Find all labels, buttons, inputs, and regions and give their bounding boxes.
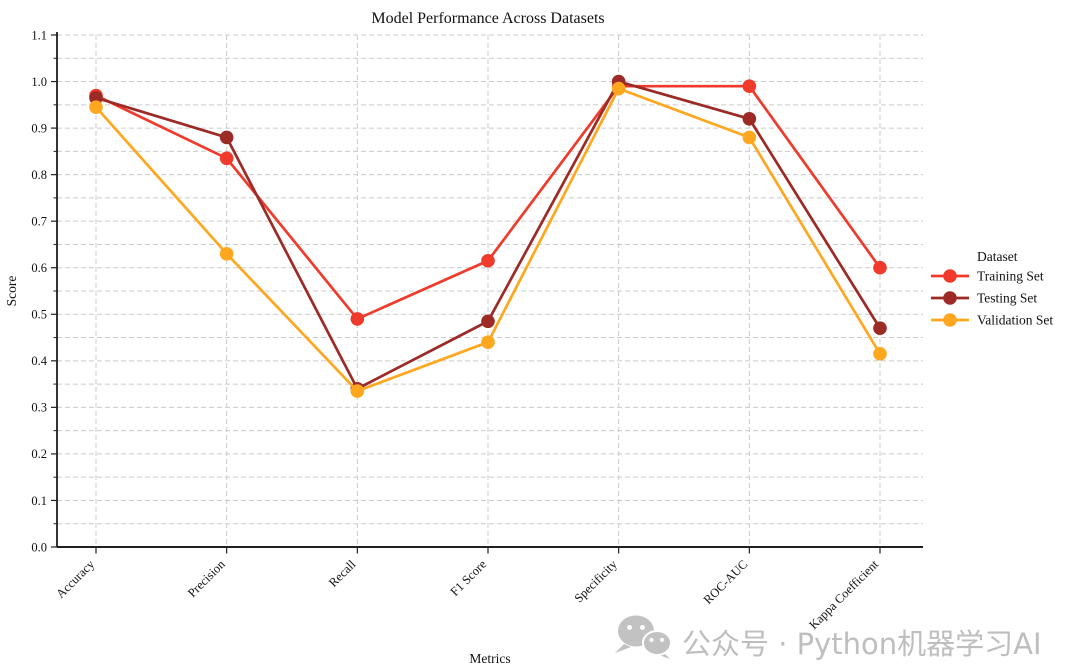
watermark: 公众号 · Python机器学习AI	[615, 615, 1042, 661]
y-tick-label: 0.2	[31, 447, 47, 461]
data-point-training-set	[873, 260, 887, 275]
watermark-text: 公众号 · Python机器学习AI	[682, 627, 1042, 661]
legend-title: Dataset	[977, 249, 1018, 264]
data-point-validation-set	[481, 335, 495, 350]
x-tick-label: Specificity	[572, 557, 621, 606]
data-point-training-set	[742, 79, 757, 93]
legend-swatch-marker	[943, 291, 957, 305]
data-point-validation-set	[611, 81, 626, 96]
legend-item: Training Set	[931, 269, 1044, 284]
wechat-icon	[615, 615, 672, 659]
data-point-validation-set	[873, 347, 887, 361]
data-series	[89, 74, 887, 398]
data-point-testing-set	[219, 130, 234, 145]
legend-item: Testing Set	[931, 291, 1037, 306]
x-tick-labels: Accuracy Precision Recall F1 Score Specifici…	[53, 557, 881, 632]
y-tick-label: 0.6	[31, 261, 47, 275]
legend-item-label: Training Set	[977, 269, 1044, 284]
x-tick-label: Kappa Coefficient	[806, 557, 881, 632]
legend-items: Training Set Testing Set Validation Set	[931, 269, 1053, 328]
y-tick-label: 0.9	[31, 121, 47, 135]
y-tick-label: 0.7	[31, 214, 47, 228]
y-tick-labels: 0.0 0.1 0.2 0.3 0.4 0.5 0.6 0.7 0.8 0.9 1.0 1.1	[31, 28, 47, 554]
x-tick-label: ROC-AUC	[701, 557, 751, 607]
x-tick-label: Recall	[326, 557, 359, 590]
x-axis-title: Metrics	[469, 651, 510, 666]
y-tick-label: 1.1	[31, 28, 47, 42]
y-tick-label: 0.8	[31, 168, 47, 182]
legend-swatch-marker	[943, 269, 957, 283]
y-tick-label: 0.0	[31, 540, 47, 554]
data-point-training-set	[350, 312, 365, 326]
data-point-training-set	[481, 253, 495, 268]
y-tick-label: 0.1	[31, 494, 47, 508]
x-tick-label: Accuracy	[53, 557, 97, 601]
data-point-testing-set	[873, 321, 887, 336]
y-tick-label: 1.0	[31, 75, 47, 89]
data-point-validation-set	[219, 246, 234, 261]
legend: Dataset Training Set Testing Set Validatio…	[931, 249, 1053, 328]
data-point-testing-set	[742, 111, 757, 126]
data-point-validation-set	[89, 100, 103, 114]
data-point-validation-set	[350, 384, 365, 398]
data-point-testing-set	[481, 314, 495, 329]
y-tick-label: 0.3	[31, 401, 47, 415]
axis-ticks	[51, 34, 881, 554]
chart-title: Model Performance Across Datasets	[371, 10, 604, 27]
legend-swatch-marker	[943, 313, 957, 327]
legend-item-label: Testing Set	[977, 291, 1037, 306]
legend-item-label: Validation Set	[977, 313, 1053, 328]
legend-item: Validation Set	[931, 313, 1053, 328]
data-point-training-set	[219, 151, 234, 166]
x-tick-label: Precision	[185, 557, 228, 600]
y-tick-label: 0.4	[31, 354, 47, 368]
y-axis-title: Score	[4, 276, 19, 307]
axes-spines	[56, 32, 923, 548]
gridlines	[57, 34, 923, 547]
data-point-testing-set	[89, 91, 103, 105]
data-point-validation-set	[742, 130, 757, 145]
y-tick-label: 0.5	[31, 308, 47, 322]
x-tick-label: F1 Score	[448, 557, 490, 599]
